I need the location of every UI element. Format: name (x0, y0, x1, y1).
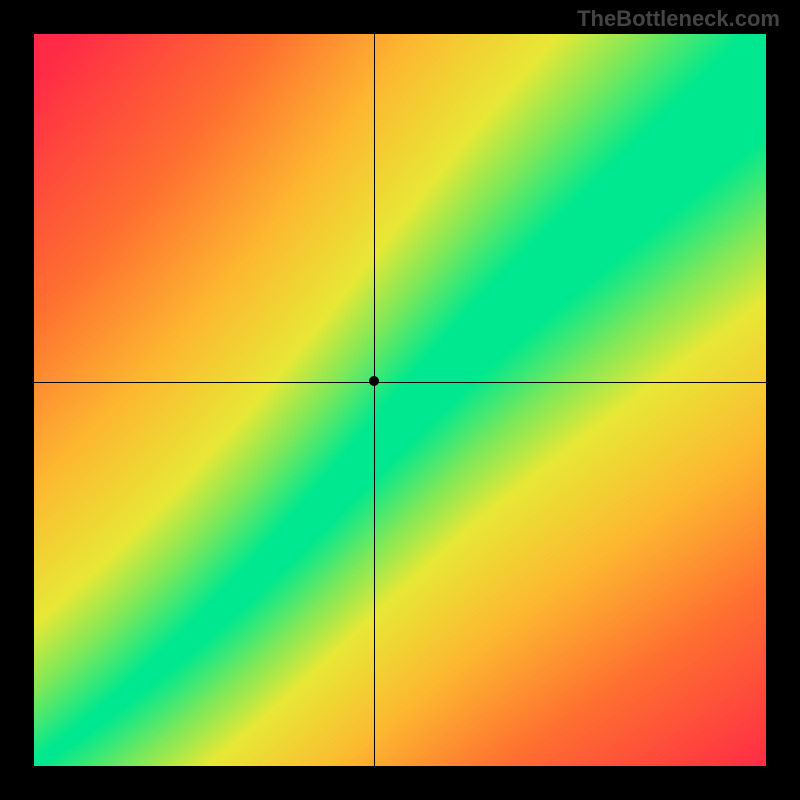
crosshair-horizontal (34, 382, 766, 383)
heatmap-plot (34, 34, 766, 766)
crosshair-vertical (374, 34, 375, 766)
watermark-text: TheBottleneck.com (577, 6, 780, 32)
heatmap-canvas (34, 34, 766, 766)
marker-point (369, 376, 379, 386)
